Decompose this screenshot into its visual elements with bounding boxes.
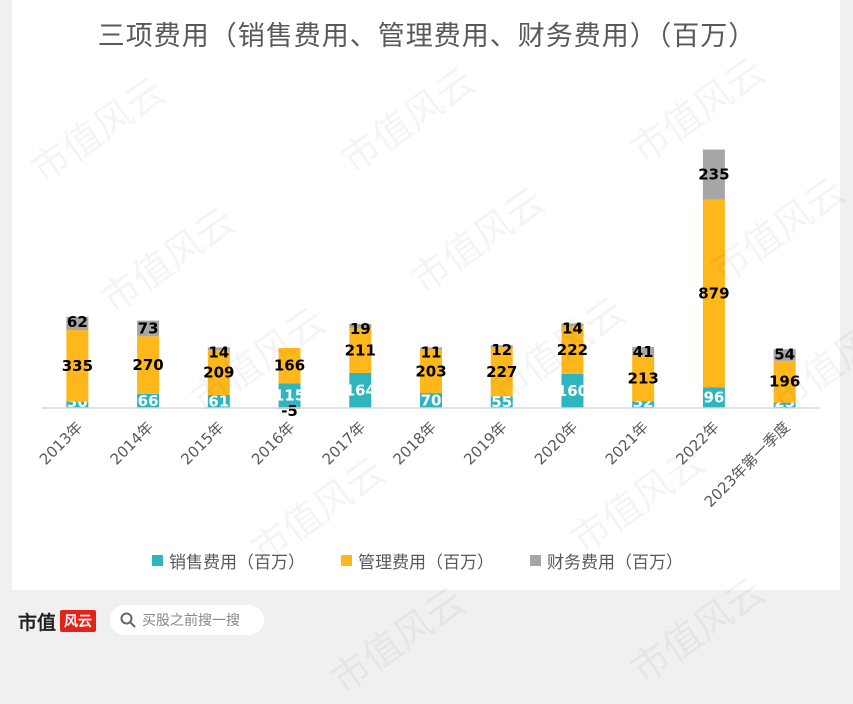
bar-segment-admin[interactable] (702, 199, 725, 388)
bar-segment-finance[interactable] (349, 323, 372, 328)
bar-segment-finance[interactable] (137, 320, 160, 337)
x-tick-label: 2020年 (531, 418, 581, 468)
data-label: 14 (208, 343, 229, 361)
legend-label: 财务费用（百万） (547, 552, 683, 573)
data-label: 14 (562, 319, 583, 337)
bar-segment-sales[interactable] (773, 402, 796, 408)
data-label: 12 (491, 341, 512, 359)
legend-swatch (152, 554, 163, 566)
bar-segment-admin[interactable] (349, 327, 372, 373)
bar-segment-finance[interactable] (66, 316, 89, 331)
bar-segment-sales[interactable] (702, 387, 725, 408)
stacked-bar-chart: 30335622013年66270732014年61209142015年1151… (36, 149, 820, 511)
data-label: 166 (274, 357, 305, 375)
legend-swatch (530, 554, 541, 566)
data-label: 96 (703, 389, 724, 407)
bar-segment-sales[interactable] (632, 401, 655, 408)
bar-segment-sales[interactable] (207, 394, 230, 408)
brand-logo[interactable]: 市值 风云 (18, 608, 97, 634)
bar-segment-admin[interactable] (632, 355, 655, 402)
x-tick-label: 2022年 (672, 418, 722, 468)
x-tick-label: 2021年 (602, 418, 652, 468)
data-label: 160 (557, 382, 588, 400)
data-label: 211 (345, 341, 376, 359)
data-label: 61 (208, 392, 229, 410)
x-tick-label: 2016年 (248, 418, 298, 468)
bar-segment-finance[interactable] (561, 323, 584, 327)
bar-segment-admin[interactable] (278, 347, 301, 384)
bar-segment-sales[interactable] (561, 373, 584, 408)
data-label: 66 (138, 392, 159, 410)
bar-segment-admin[interactable] (207, 350, 230, 395)
legend-label: 销售费用（百万） (169, 552, 305, 573)
chart-title: 三项费用（销售费用、管理费用、财务费用）（百万） (97, 21, 757, 52)
bar-segment-finance[interactable] (420, 347, 442, 350)
data-label: 164 (345, 381, 376, 399)
search-box[interactable]: 买股之前搜一搜 (110, 605, 264, 635)
data-label: 62 (67, 313, 88, 331)
chart-card: 三项费用（销售费用、管理费用、财务费用）（百万） 30 335 62 2013年 66 2… (12, 0, 840, 590)
bar-segment-sales[interactable] (490, 396, 513, 408)
bar-segment-admin[interactable] (490, 347, 513, 397)
data-label: 41 (633, 343, 654, 361)
x-tick-label: 2017年 (319, 418, 369, 468)
logo-badge: 风云 (60, 610, 97, 632)
legend: 销售费用（百万） 管理费用（百万） 财务费用（百万） (152, 547, 752, 573)
data-label: 879 (698, 285, 729, 303)
x-tick-label: 2014年 (107, 418, 157, 468)
data-label: 115 (274, 387, 305, 405)
legend-item-sales[interactable]: 销售费用（百万） (152, 548, 305, 573)
legend-label: 管理费用（百万） (358, 552, 494, 573)
data-label: 73 (138, 319, 159, 337)
data-label: 54 (774, 345, 795, 363)
data-label: 227 (486, 363, 517, 381)
legend-swatch (341, 554, 352, 566)
data-label: 196 (769, 373, 800, 391)
bar-segment-finance[interactable] (632, 346, 655, 356)
bar-segment-admin[interactable] (137, 336, 160, 394)
data-label: -5 (281, 402, 298, 420)
legend-item-admin[interactable]: 管理费用（百万） (341, 548, 494, 573)
data-label: 209 (203, 364, 234, 382)
data-label: 11 (421, 343, 442, 361)
data-label: 19 (350, 320, 371, 338)
bar-segment-sales[interactable] (420, 393, 442, 408)
bar-segment-sales[interactable] (349, 372, 372, 408)
bar-segment-sales[interactable] (66, 401, 89, 408)
data-label: 55 (491, 393, 512, 411)
data-label: 203 (415, 362, 446, 380)
data-label: 335 (62, 357, 93, 375)
bar-segment-sales[interactable] (278, 383, 301, 408)
bar-segment-admin[interactable] (561, 326, 584, 374)
data-label: 270 (132, 356, 163, 374)
search-icon (120, 612, 136, 628)
bar-segment-sales[interactable] (137, 393, 160, 408)
x-tick-label: 2015年 (177, 418, 227, 468)
bar-segment-admin[interactable] (773, 360, 796, 403)
legend-item-finance[interactable]: 财务费用（百万） (530, 548, 683, 573)
data-label: 70 (421, 392, 442, 410)
bar-segment-admin[interactable] (66, 330, 89, 402)
x-tick-label: 2019年 (460, 418, 510, 468)
data-label: 222 (557, 341, 588, 359)
bar-segment-finance[interactable] (490, 345, 513, 348)
data-label: 235 (698, 166, 729, 184)
bar-segment-finance[interactable] (773, 349, 796, 361)
logo-text: 市值 (18, 611, 57, 634)
bar-segment-finance[interactable] (702, 149, 725, 200)
x-tick-label: 2018年 (389, 418, 439, 468)
footer-bar: 市值 风云 买股之前搜一搜 (0, 598, 853, 642)
bar-segment-admin[interactable] (420, 349, 442, 394)
x-tick-label: 2013年 (36, 418, 86, 468)
bar-segment-finance[interactable] (207, 347, 230, 351)
search-placeholder: 买股之前搜一搜 (142, 613, 240, 629)
data-label: 213 (628, 369, 659, 387)
